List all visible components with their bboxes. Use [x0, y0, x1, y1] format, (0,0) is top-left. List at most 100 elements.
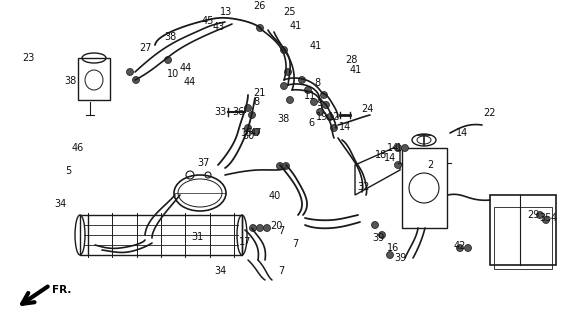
- Text: 4: 4: [551, 213, 557, 223]
- Text: 5: 5: [65, 166, 71, 176]
- Text: 2: 2: [427, 160, 433, 170]
- Text: 20: 20: [270, 221, 282, 231]
- Circle shape: [281, 83, 287, 90]
- Circle shape: [457, 244, 463, 252]
- Circle shape: [299, 76, 306, 84]
- Circle shape: [304, 86, 311, 93]
- Circle shape: [257, 25, 264, 31]
- Text: 31: 31: [191, 232, 203, 242]
- Circle shape: [285, 68, 291, 76]
- Text: 26: 26: [253, 1, 265, 11]
- Circle shape: [371, 221, 378, 228]
- Text: 28: 28: [345, 55, 357, 65]
- Text: 27: 27: [139, 43, 151, 53]
- Text: 14: 14: [384, 153, 396, 163]
- Text: 45: 45: [202, 16, 214, 26]
- Text: 38: 38: [64, 76, 76, 86]
- Text: 29: 29: [527, 210, 539, 220]
- Circle shape: [542, 217, 549, 223]
- Text: 39: 39: [394, 253, 406, 263]
- Circle shape: [257, 225, 264, 231]
- Text: 21: 21: [253, 88, 265, 98]
- Text: 23: 23: [22, 53, 34, 63]
- Text: 25: 25: [284, 7, 296, 17]
- Circle shape: [395, 145, 402, 151]
- Text: 44: 44: [180, 63, 192, 73]
- Text: 7: 7: [278, 226, 284, 236]
- Text: 41: 41: [310, 41, 322, 51]
- Text: 41: 41: [350, 65, 362, 75]
- Circle shape: [331, 124, 337, 132]
- Text: 14: 14: [387, 143, 399, 153]
- Circle shape: [465, 244, 471, 252]
- Text: 43: 43: [213, 22, 225, 32]
- Text: 8: 8: [314, 78, 320, 88]
- Circle shape: [316, 108, 324, 116]
- Text: 1: 1: [396, 143, 402, 153]
- Text: 16: 16: [387, 243, 399, 253]
- Circle shape: [395, 162, 402, 169]
- Bar: [490, 195, 556, 265]
- Text: 12: 12: [328, 112, 340, 122]
- Circle shape: [127, 68, 133, 76]
- Circle shape: [320, 92, 328, 99]
- Text: 22: 22: [483, 108, 495, 118]
- Text: 17: 17: [239, 237, 251, 247]
- Text: 14: 14: [339, 122, 351, 132]
- Circle shape: [378, 231, 386, 238]
- Bar: [402, 148, 447, 228]
- Text: 8: 8: [253, 97, 259, 107]
- Text: 6: 6: [308, 118, 314, 128]
- Text: 38: 38: [277, 114, 289, 124]
- Text: 34: 34: [54, 199, 66, 209]
- Text: 13: 13: [220, 7, 232, 17]
- Text: 46: 46: [72, 143, 84, 153]
- Circle shape: [281, 46, 287, 53]
- Text: 24: 24: [361, 104, 373, 114]
- Text: 36: 36: [232, 107, 244, 117]
- Circle shape: [402, 145, 408, 151]
- Text: 42: 42: [454, 241, 466, 251]
- Text: 39: 39: [372, 233, 384, 243]
- Text: 30: 30: [242, 131, 254, 141]
- Text: 7: 7: [278, 266, 284, 276]
- Circle shape: [327, 114, 333, 121]
- Circle shape: [386, 252, 394, 259]
- Text: 7: 7: [292, 239, 298, 249]
- Circle shape: [286, 97, 294, 103]
- Text: 37: 37: [197, 158, 209, 168]
- Text: 41: 41: [290, 21, 302, 31]
- Text: 47: 47: [250, 128, 262, 138]
- Circle shape: [253, 129, 260, 135]
- Circle shape: [249, 111, 256, 118]
- Text: 34: 34: [214, 266, 226, 276]
- Text: 18: 18: [375, 150, 387, 160]
- Text: 14: 14: [456, 128, 468, 138]
- Bar: [78, 58, 110, 100]
- Text: 11: 11: [304, 91, 316, 101]
- Text: 38: 38: [164, 32, 176, 42]
- Circle shape: [249, 225, 257, 231]
- Text: 44: 44: [184, 77, 196, 87]
- Text: 10: 10: [167, 69, 179, 79]
- Bar: [494, 207, 552, 269]
- Circle shape: [277, 163, 283, 170]
- Bar: [80, 215, 242, 255]
- Circle shape: [264, 225, 270, 231]
- Text: 19: 19: [316, 112, 328, 122]
- Text: 15: 15: [241, 128, 253, 138]
- Circle shape: [244, 124, 252, 132]
- Circle shape: [132, 76, 140, 84]
- Circle shape: [244, 105, 252, 111]
- Circle shape: [323, 101, 329, 108]
- Circle shape: [282, 163, 290, 170]
- Circle shape: [165, 57, 172, 63]
- Text: 35: 35: [540, 213, 552, 223]
- Text: 33: 33: [214, 107, 226, 117]
- Circle shape: [537, 212, 544, 219]
- Text: FR.: FR.: [52, 285, 72, 295]
- Text: 40: 40: [269, 191, 281, 201]
- Text: 32: 32: [357, 182, 369, 192]
- Circle shape: [311, 99, 318, 106]
- Text: 9: 9: [316, 98, 322, 108]
